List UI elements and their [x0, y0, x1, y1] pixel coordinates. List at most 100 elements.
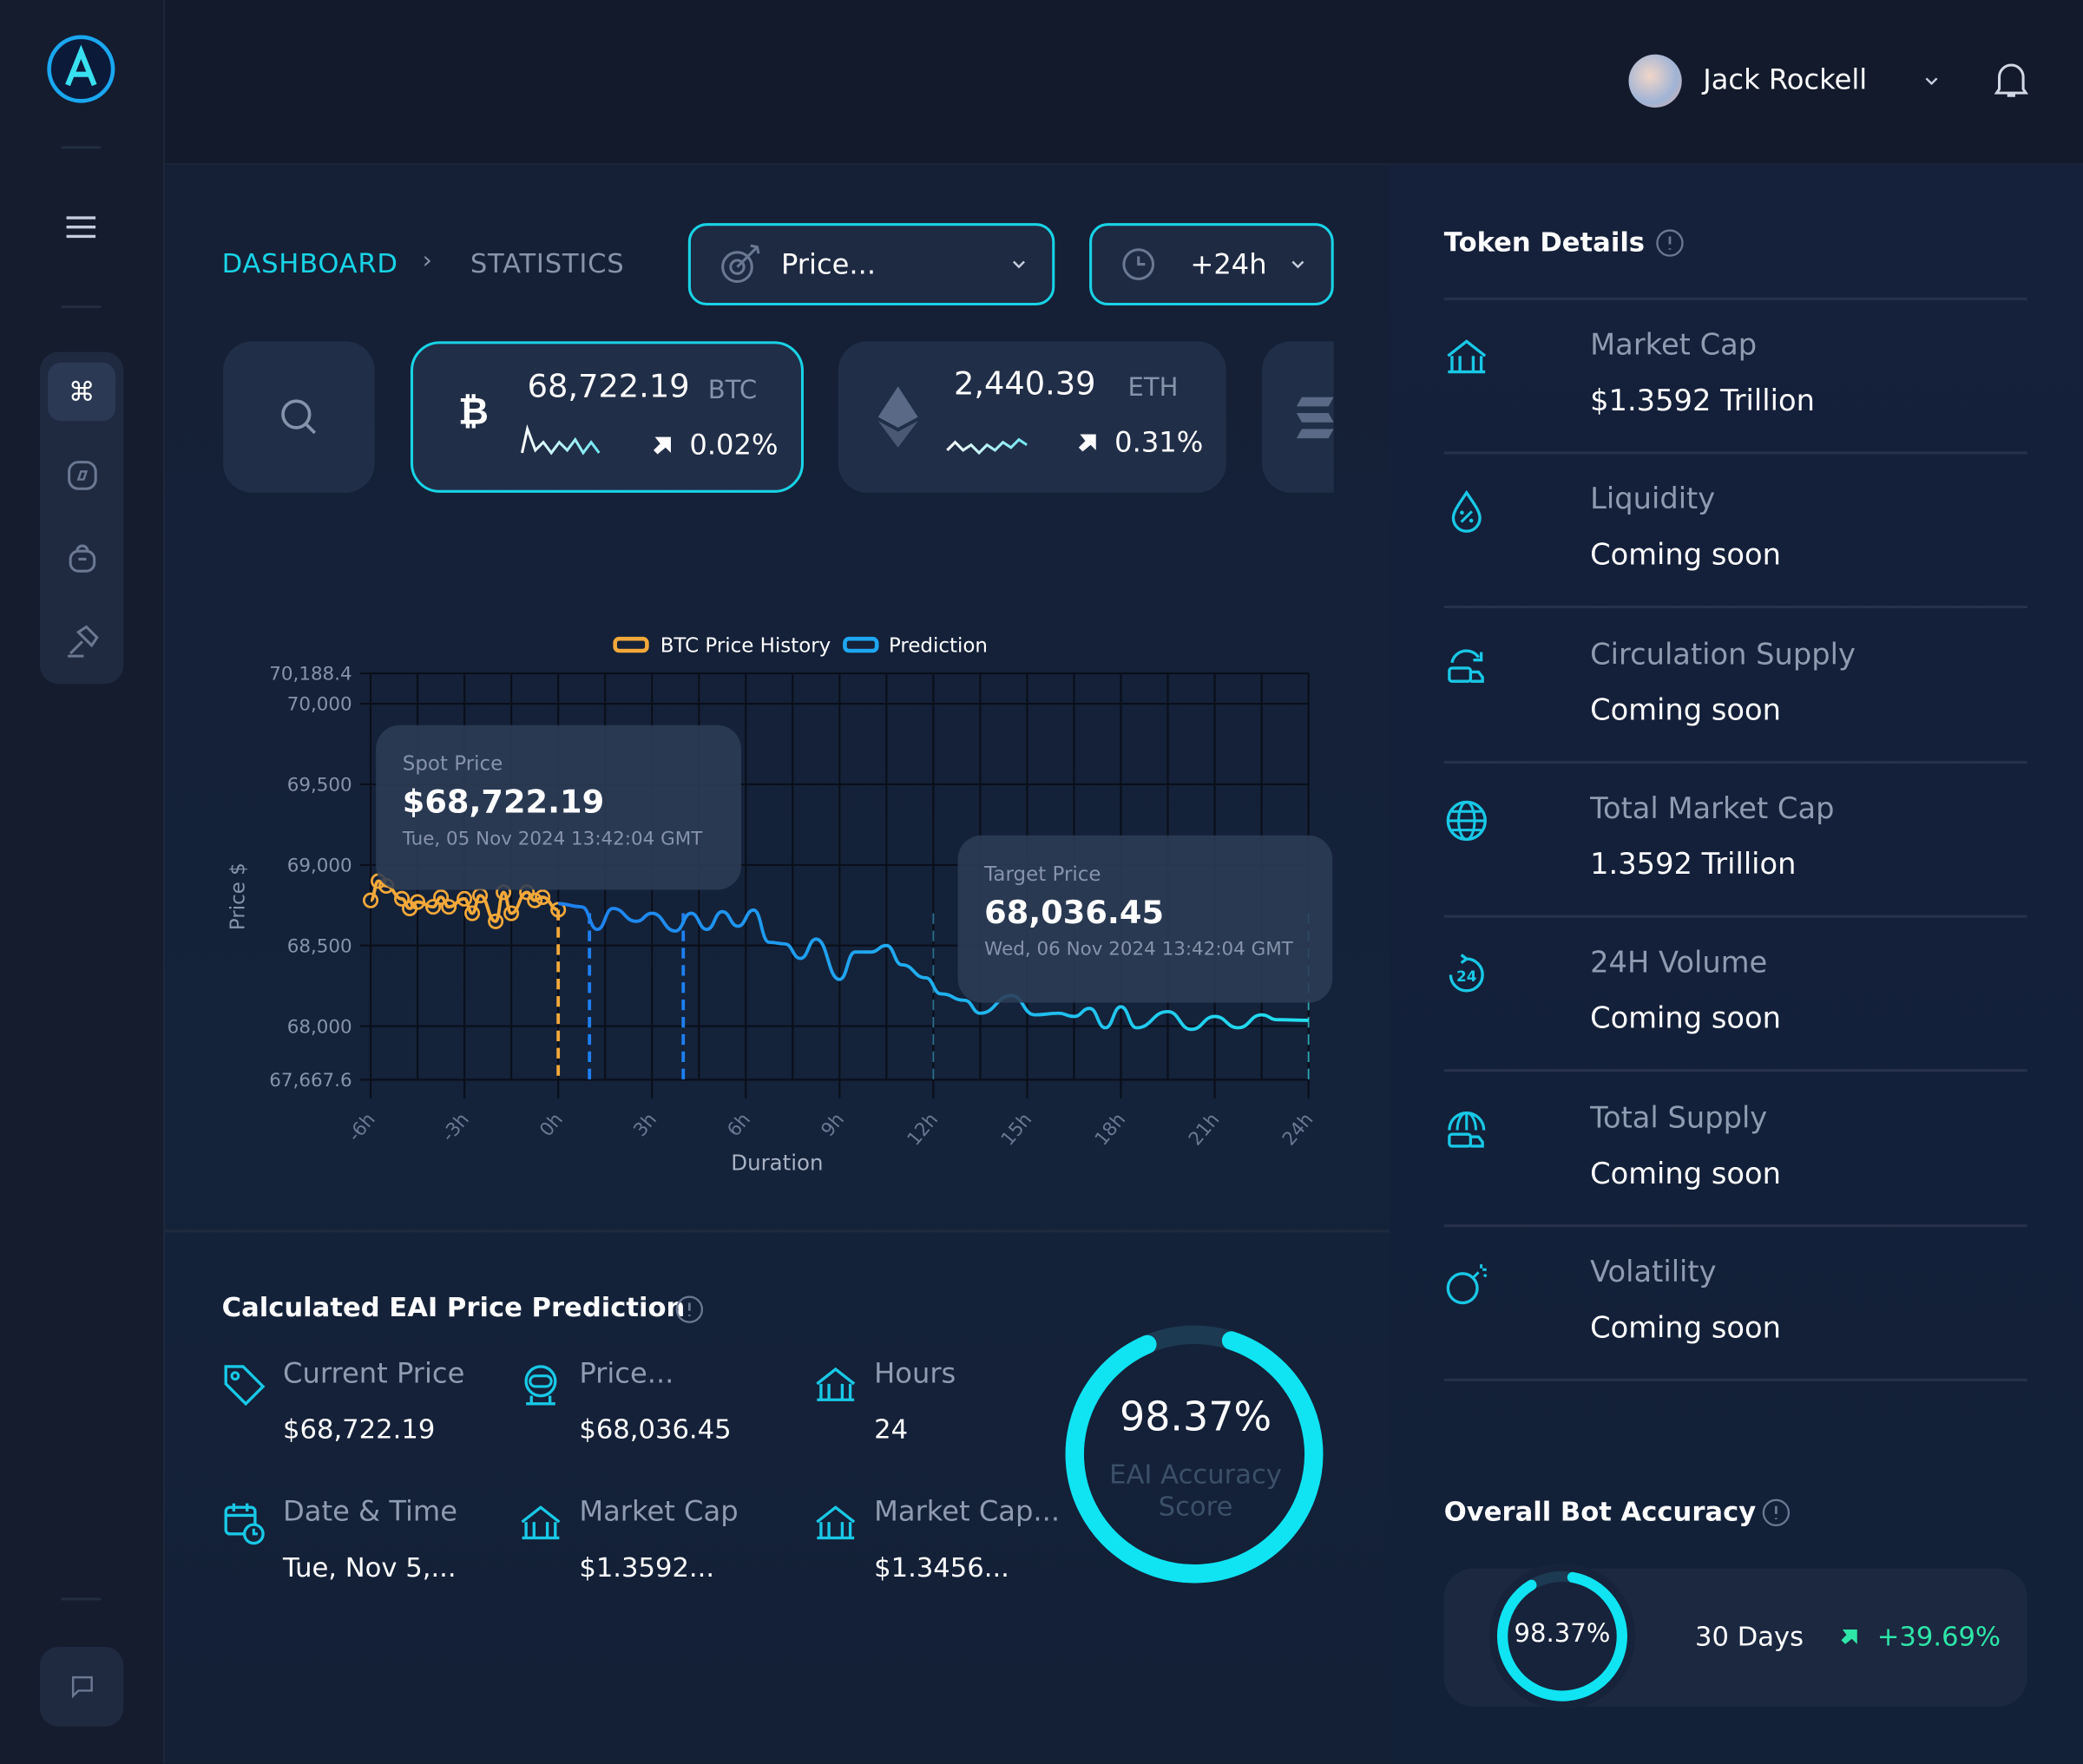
- sparkline: [521, 424, 601, 456]
- token-detail-value: Coming soon: [1590, 1157, 1781, 1191]
- bot-accuracy-value: 98.37%: [1514, 1618, 1611, 1649]
- legend-label: BTC Price History: [660, 635, 831, 658]
- prediction-item-value: 24: [874, 1413, 909, 1446]
- tooltip-time: Tue, 05 Nov 2024 13:42:04 GMT: [402, 829, 703, 850]
- token-detail-row: Circulation Supply Coming soon: [1443, 609, 2027, 764]
- prediction-item-value: $1.3456...: [874, 1551, 1009, 1584]
- x-tick-label: -6h: [344, 1109, 380, 1146]
- logo-icon[interactable]: [47, 35, 116, 104]
- gavel-icon[interactable]: [48, 613, 115, 671]
- info-icon[interactable]: [1655, 228, 1685, 258]
- token-detail-value: 1.3592 Trillion: [1590, 848, 1797, 882]
- bot-accuracy-title: Overall Bot Accuracy: [1443, 1495, 1757, 1528]
- y-axis-label: Price $: [227, 862, 250, 930]
- price-tag-icon: [224, 1365, 266, 1407]
- trend-arrow-icon: [654, 436, 671, 455]
- token-detail-row: Market Cap $1.3592 Trillion: [1443, 300, 2027, 455]
- user-name[interactable]: Jack Rockell: [1703, 63, 1868, 96]
- divider: [164, 1230, 1390, 1233]
- data-point: [441, 899, 457, 915]
- y-tick-label: 69,000: [287, 855, 352, 876]
- metric-dropdown[interactable]: Price...: [687, 223, 1055, 306]
- x-axis-label: Duration: [731, 1150, 823, 1175]
- bot-accuracy-period: 30 Days: [1695, 1620, 1804, 1653]
- bell-icon[interactable]: [1993, 60, 2030, 100]
- chevron-down-icon[interactable]: [1925, 75, 1938, 86]
- shopping-bag-icon[interactable]: [48, 528, 115, 587]
- token-detail-row: Liquidity Coming soon: [1443, 455, 2027, 609]
- command-icon[interactable]: ⌘: [48, 362, 116, 422]
- x-tick-label: 24h: [1278, 1109, 1317, 1150]
- series-line-history: [370, 879, 559, 923]
- ticker-change: 0.31%: [1114, 426, 1204, 459]
- robot-icon: [524, 1365, 557, 1406]
- ticker-card-eth[interactable]: 2,440.39 ETH 0.31%: [838, 341, 1226, 493]
- x-tick-label: 18h: [1091, 1109, 1130, 1150]
- data-point: [488, 913, 504, 929]
- prediction-item-label: Market Cap...: [874, 1495, 1061, 1528]
- chevron-down-icon: [1012, 260, 1025, 269]
- top-bar: [164, 0, 2083, 165]
- token-details-panel: [1390, 164, 2083, 1764]
- legend-swatch-history: [613, 636, 649, 653]
- sidebar: ⌘: [0, 0, 165, 1764]
- token-detail-label: Total Market Cap: [1590, 792, 1835, 826]
- target-price-tooltip: Target Price 68,036.45 Wed, 06 Nov 2024 …: [957, 835, 1333, 1003]
- prediction-item: Current Price $68,722.19: [222, 1357, 464, 1446]
- bank-icon: [816, 1367, 856, 1401]
- ticker-card-btc[interactable]: ₿ 68,722.19 BTC 0.02%: [410, 341, 805, 493]
- chevron-down-icon: [1291, 260, 1304, 269]
- prediction-item: Market Cap $1.3592...: [518, 1495, 739, 1583]
- globe-icon: [1446, 800, 1487, 841]
- accuracy-score-value: 98.37%: [1119, 1394, 1272, 1441]
- breadcrumb-separator: ›: [422, 246, 432, 275]
- accuracy-score-label: EAI Accuracy: [1109, 1458, 1282, 1491]
- x-tick-label: 6h: [723, 1109, 755, 1141]
- bomb-icon: [1446, 1263, 1488, 1304]
- info-icon[interactable]: [1762, 1498, 1791, 1528]
- token-detail-value: Coming soon: [1590, 1311, 1781, 1346]
- prediction-item: Hours 24: [813, 1357, 956, 1445]
- bitcoin-icon: ₿: [458, 389, 489, 433]
- y-tick-label: 70,000: [287, 694, 352, 716]
- tooltip-value: $68,722.19: [402, 784, 605, 821]
- x-tick-label: 0h: [536, 1109, 568, 1141]
- chat-button[interactable]: [39, 1646, 124, 1727]
- token-detail-row: 24 24H Volume Coming soon: [1443, 918, 2027, 1072]
- menu-icon[interactable]: [66, 213, 96, 240]
- prediction-item-label: Date & Time: [283, 1495, 458, 1528]
- prediction-item-value: $68,722.19: [283, 1413, 436, 1446]
- horizon-dropdown[interactable]: +24h: [1089, 223, 1334, 306]
- series-line-prediction: [558, 902, 1309, 1032]
- y-tick-label: 68,000: [287, 1016, 352, 1038]
- ticker-change: 0.02%: [689, 429, 779, 462]
- tooltip-value: 68,036.45: [984, 894, 1165, 931]
- prediction-item: Market Cap... $1.3456...: [813, 1495, 1060, 1583]
- compass-icon[interactable]: [48, 446, 115, 504]
- token-detail-label: Market Cap: [1590, 329, 1758, 363]
- data-point: [535, 889, 551, 906]
- data-point: [394, 890, 411, 907]
- 24h-icon: 24: [1449, 954, 1484, 993]
- info-icon[interactable]: [675, 1295, 705, 1324]
- ticker-symbol: BTC: [707, 376, 758, 405]
- token-detail-label: Liquidity: [1590, 483, 1716, 517]
- avatar[interactable]: [1628, 54, 1682, 108]
- data-point: [527, 892, 543, 908]
- bank-icon: [816, 1505, 856, 1540]
- search-button[interactable]: [223, 341, 375, 493]
- prediction-item-value: $68,036.45: [579, 1413, 732, 1446]
- target-icon: [721, 244, 760, 284]
- prediction-item-label: Price...: [579, 1357, 674, 1390]
- prediction-title: Calculated EAI Price Prediction: [221, 1290, 686, 1323]
- breadcrumb-dashboard[interactable]: DASHBOARD: [221, 246, 398, 279]
- breadcrumb-current: STATISTICS: [470, 246, 625, 279]
- trend-arrow-icon: [1078, 434, 1096, 452]
- y-tick-label: 69,500: [287, 775, 352, 797]
- token-detail-row: Total Market Cap 1.3592 Trillion: [1443, 764, 2027, 918]
- data-point: [363, 892, 379, 908]
- ticker-card-partial[interactable]: [1262, 341, 1334, 493]
- prediction-item: Price... $68,036.45: [518, 1357, 732, 1445]
- data-point: [503, 905, 520, 921]
- prediction-item-value: $1.3592...: [579, 1551, 715, 1584]
